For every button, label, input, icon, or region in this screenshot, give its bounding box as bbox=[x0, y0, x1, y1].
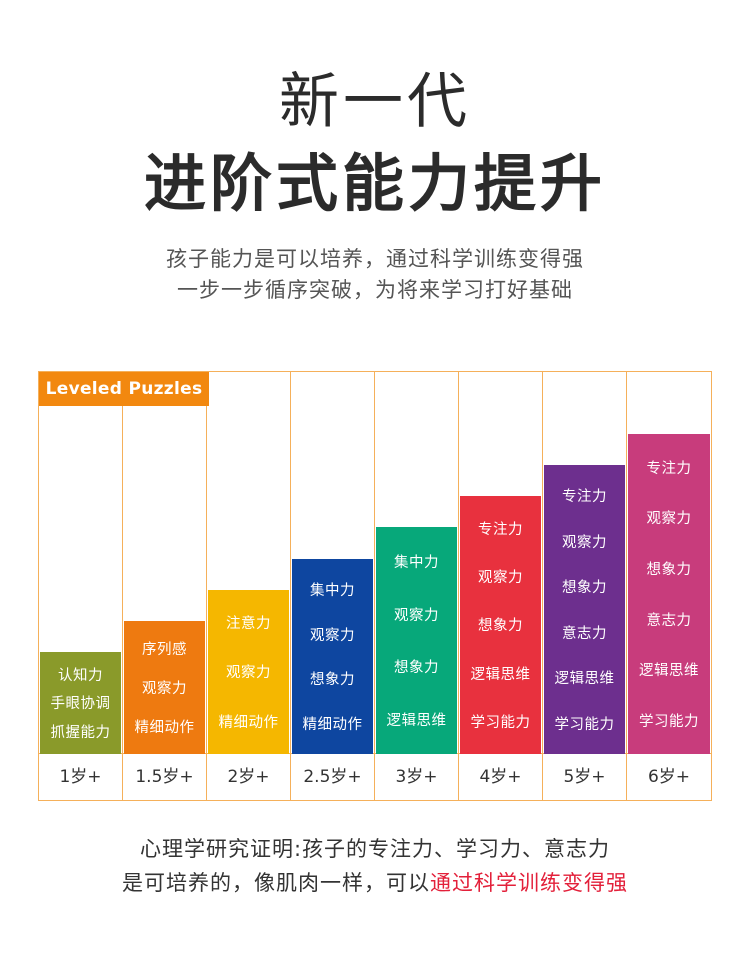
age-tick-label: 4岁+ bbox=[459, 754, 543, 800]
chart-column: 集中力观察力想象力精细动作 bbox=[291, 372, 375, 754]
bar-skill-label: 想象力 bbox=[394, 660, 439, 677]
footer-line-2: 是可培养的，像肌肉一样，可以通过科学训练变得强 bbox=[0, 866, 750, 900]
bar-skill-label: 精细动作 bbox=[218, 714, 279, 731]
chart-column: 序列感观察力精细动作 bbox=[123, 372, 207, 754]
bar-skill-label: 观察力 bbox=[562, 534, 607, 551]
chart-column: 专注力观察力想象力逻辑思维学习能力 bbox=[459, 372, 543, 754]
bar-skill-label: 观察力 bbox=[310, 627, 355, 644]
chart-bar: 专注力观察力想象力意志力逻辑思维学习能力 bbox=[628, 434, 710, 754]
bar-skill-label: 专注力 bbox=[562, 489, 607, 506]
chart-column: 专注力观察力想象力意志力逻辑思维学习能力 bbox=[627, 372, 711, 754]
bar-skill-label: 精细动作 bbox=[134, 720, 195, 736]
bar-skill-label: 逻辑思维 bbox=[470, 666, 531, 683]
bar-skill-label: 逻辑思维 bbox=[386, 713, 447, 730]
bar-skill-label: 想象力 bbox=[646, 562, 692, 579]
chart-bar: 集中力观察力想象力逻辑思维 bbox=[376, 527, 457, 754]
bar-skill-label: 专注力 bbox=[646, 460, 692, 477]
leveled-puzzles-badge: Leveled Puzzles bbox=[39, 372, 209, 406]
bar-skill-label: 学习能力 bbox=[639, 714, 699, 731]
bar-skill-label: 序列感 bbox=[142, 642, 187, 658]
bar-skill-label: 逻辑思维 bbox=[639, 663, 699, 680]
bar-skill-label: 手眼协调 bbox=[50, 696, 111, 713]
bar-skill-label: 观察力 bbox=[142, 681, 187, 697]
age-axis: 1岁+ 1.5岁+ 2岁+ 2.5岁+ 3岁+ 4岁+ 5岁+ 6岁+ bbox=[39, 753, 711, 800]
bar-skill-label: 注意力 bbox=[226, 616, 271, 633]
bar-skill-label: 观察力 bbox=[646, 511, 692, 528]
bar-skill-label: 学习能力 bbox=[554, 716, 615, 733]
title-line-1: 新一代 bbox=[279, 67, 471, 137]
chart-column: 注意力观察力精细动作 bbox=[207, 372, 291, 754]
chart-bar: 序列感观察力精细动作 bbox=[124, 621, 205, 754]
chart-bar: 专注力观察力想象力逻辑思维学习能力 bbox=[460, 496, 541, 754]
bar-skill-label: 想象力 bbox=[310, 672, 355, 689]
bar-skill-label: 观察力 bbox=[394, 607, 439, 624]
age-tick-label: 6岁+ bbox=[647, 767, 691, 787]
bar-skill-label: 意志力 bbox=[646, 612, 692, 629]
bar-skill-label: 想象力 bbox=[562, 580, 607, 597]
bar-skill-label: 学习能力 bbox=[470, 715, 531, 732]
age-tick-label: 5岁+ bbox=[543, 754, 627, 800]
bar-skill-label: 专注力 bbox=[478, 521, 523, 538]
footer-line-2-highlight: 通过科学训练变得强 bbox=[430, 871, 628, 895]
bar-skill-label: 集中力 bbox=[310, 582, 355, 599]
age-tick-label: 3岁+ bbox=[375, 754, 459, 800]
bar-skill-label: 精细动作 bbox=[302, 717, 363, 734]
chart-bar: 专注力观察力想象力意志力逻辑思维学习能力 bbox=[544, 465, 625, 754]
chart-bar: 认知力手眼协调抓握能力 bbox=[40, 652, 121, 754]
footer-line-1: 心理学研究证明:孩子的专注力、学习力、意志力 bbox=[139, 837, 611, 861]
chart-column: 认知力手眼协调抓握能力 bbox=[39, 372, 123, 754]
age-tick-label: 2岁+ bbox=[207, 754, 291, 800]
age-tick-label: 2.5岁+ bbox=[291, 754, 375, 800]
bar-skill-label: 意志力 bbox=[562, 625, 607, 642]
chart-bar: 集中力观察力想象力精细动作 bbox=[292, 559, 373, 754]
subtitle-line-2: 一步一步循序突破，为将来学习打好基础 bbox=[177, 278, 573, 302]
chart-column: 专注力观察力想象力意志力逻辑思维学习能力 bbox=[543, 372, 627, 754]
age-tick-label: 1岁+ bbox=[39, 754, 123, 800]
bar-skill-label: 逻辑思维 bbox=[554, 671, 615, 688]
bar-skill-label: 观察力 bbox=[478, 570, 523, 587]
bar-skill-label: 抓握能力 bbox=[50, 725, 111, 742]
title-line-2: 进阶式能力提升 bbox=[143, 147, 606, 220]
footer-line-2-text: 是可培养的，像肌肉一样，可以 bbox=[122, 871, 430, 895]
chart-column: 集中力观察力想象力逻辑思维 bbox=[375, 372, 459, 754]
chart-bar: 注意力观察力精细动作 bbox=[208, 590, 289, 754]
bar-skill-label: 集中力 bbox=[394, 554, 439, 571]
age-tick-label: 1.5岁+ bbox=[123, 754, 207, 800]
subtitle-line-1: 孩子能力是可以培养，通过科学训练变得强 bbox=[166, 247, 584, 271]
bar-skill-label: 观察力 bbox=[226, 665, 271, 682]
bar-skill-label: 想象力 bbox=[478, 618, 523, 635]
leveled-puzzles-chart: 1岁+ 1.5岁+ 2岁+ 2.5岁+ 3岁+ 4岁+ 5岁+ 6岁+ 认知力手眼协调抓握能力… bbox=[38, 371, 712, 801]
bar-skill-label: 认知力 bbox=[58, 667, 103, 684]
